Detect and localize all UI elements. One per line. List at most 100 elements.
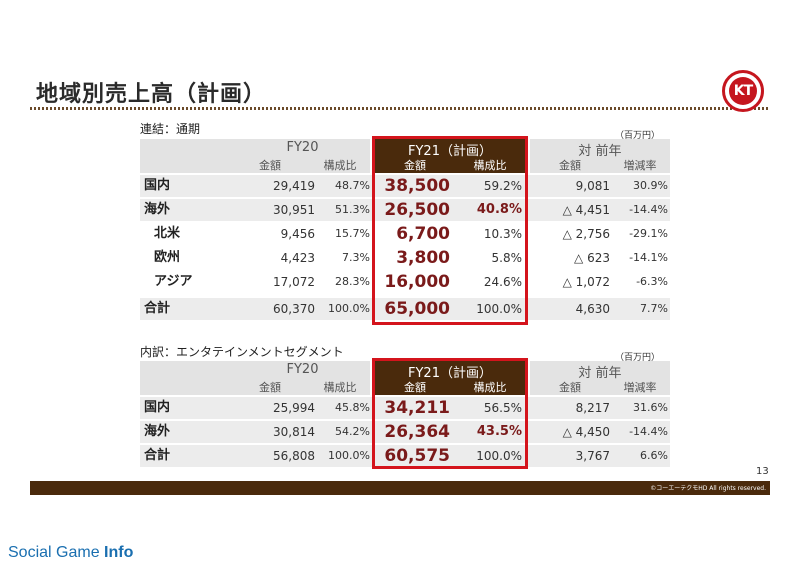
yoy-amount: △ 2,756 [562,227,610,241]
table1-header-fy21-ratio: 構成比 [473,159,507,172]
fy21-ratio: 5.8% [491,251,523,265]
fy21-ratio: 43.5% [476,424,522,439]
yoy-amount: 9,081 [575,179,610,193]
fy21-amount: 16,000 [384,272,450,292]
row-label: 海外 [144,202,171,217]
table2-header-fy21-ratio: 構成比 [473,381,507,394]
table1-header-fy21: FY21（計画） [408,144,492,159]
fy20-ratio: 51.3% [335,203,370,216]
fy20-ratio: 100.0% [328,449,370,462]
fy20-amount: 4,423 [280,251,315,265]
table-row-total: 合計 56,808 100.0% 60,575 100.0% 3,767 6.6… [140,445,670,467]
table2-header-fy20-ratio: 構成比 [323,381,357,394]
fy21-ratio: 59.2% [483,179,522,193]
table2: FY20 金額 構成比 FY21（計画） 金額 構成比 対 前年 金額 増減率 … [140,358,670,469]
table-row-total: 合計 60,370 100.0% 65,000 100.0% 4,630 7.7… [140,298,670,320]
table2-header-yoy-amount: 金額 [559,381,581,394]
table2-header-fy21: FY21（計画） [408,366,492,381]
fy20-amount: 17,072 [273,275,315,289]
watermark-part2: Info [104,544,134,561]
table1-header-yoy: 対 前年 [578,144,622,159]
table-row: 国内 29,419 48.7% 38,500 59.2% 9,081 30.9% [140,175,670,197]
fy20-amount: 9,456 [280,227,315,241]
table2-header-fy20-amount: 金額 [259,381,281,394]
yoy-amount: 3,767 [575,449,610,463]
fy20-amount: 30,814 [273,425,315,439]
fy20-ratio: 15.7% [335,227,370,240]
table-row: 北米 9,456 15.7% 6,700 10.3% △ 2,756 -29.1… [140,223,670,245]
yoy-change: 31.6% [633,401,668,414]
fy20-amount: 56,808 [273,449,315,463]
fy21-ratio: 40.8% [476,202,522,217]
yoy-change: 7.7% [640,302,668,315]
yoy-change: -14.1% [629,251,668,264]
fy20-amount: 60,370 [273,302,315,316]
row-label: 北米 [154,226,181,241]
page-number: 13 [756,466,769,477]
yoy-change: -14.4% [629,425,668,438]
row-label: 合計 [144,448,171,463]
fy21-amount: 3,800 [396,248,450,268]
yoy-change: 30.9% [633,179,668,192]
slide-title: 地域別売上高（計画） [36,82,267,107]
table2-header-fy20: FY20 [286,362,319,377]
table-row: 国内 25,994 45.8% 34,211 56.5% 8,217 31.6% [140,397,670,419]
yoy-change: -14.4% [629,203,668,216]
fy21-amount: 38,500 [384,176,450,196]
row-label: 合計 [144,301,171,316]
table2-header-bg [140,361,370,395]
fy21-amount: 26,364 [384,422,450,442]
yoy-amount: △ 623 [574,251,610,265]
table2-header-yoy: 対 前年 [578,366,622,381]
table-row: 海外 30,814 54.2% 26,364 43.5% △ 4,450 -14… [140,421,670,443]
watermark-part1: Social Game [8,544,105,561]
fy20-ratio: 100.0% [328,302,370,315]
fy21-ratio: 24.6% [483,275,522,289]
fy21-amount: 26,500 [384,200,450,220]
copyright-text: ©コーエーテクモHD All rights reserved. [650,485,766,492]
yoy-amount: △ 1,072 [562,275,610,289]
fy20-ratio: 54.2% [335,425,370,438]
fy21-highlight-box [372,358,528,469]
title-divider [30,107,770,110]
koei-tecmo-logo: KT [722,70,764,112]
fy20-amount: 25,994 [273,401,315,415]
table1-caption: 連結：通期 [140,122,201,136]
logo-text: KT [729,77,757,105]
table1-header-yoy-change: 増減率 [623,159,657,172]
yoy-change: 6.6% [640,449,668,462]
row-label: 海外 [144,424,171,439]
table2-header-yoy-change: 増減率 [623,381,657,394]
table1-header-fy21-amount: 金額 [404,159,426,172]
table1-header-fy20: FY20 [286,140,319,155]
fy21-ratio: 100.0% [476,302,522,316]
fy21-amount: 60,575 [384,446,450,466]
fy21-amount: 34,211 [384,398,450,418]
row-label: 国内 [144,400,171,415]
fy21-ratio: 100.0% [476,449,522,463]
table-row: 海外 30,951 51.3% 26,500 40.8% △ 4,451 -14… [140,199,670,221]
fy21-highlight-box [372,136,528,325]
watermark: Social Game Info [8,544,133,562]
yoy-change: -6.3% [636,275,668,288]
table2-caption: 内訳：エンタテインメントセグメント [140,345,344,359]
fy20-ratio: 28.3% [335,275,370,288]
yoy-amount: △ 4,451 [562,203,610,217]
table1: FY20 金額 構成比 FY21（計画） 金額 構成比 対 前年 金額 増減率 … [140,136,670,329]
table1-unit: （百万円） [615,131,661,141]
row-label: 欧州 [154,250,181,265]
table2-unit: （百万円） [615,353,661,363]
fy21-amount: 65,000 [384,299,450,319]
table1-header-bg [140,139,370,173]
table-row: アジア 17,072 28.3% 16,000 24.6% △ 1,072 -6… [140,271,670,293]
fy21-ratio: 56.5% [483,401,522,415]
table2-header-yoy-bg [530,361,670,395]
row-label: 国内 [144,178,171,193]
footer-bar [30,481,770,495]
yoy-amount: 4,630 [575,302,610,316]
fy20-ratio: 45.8% [335,401,370,414]
table2-header-fy21-bg [375,361,525,395]
fy21-amount: 6,700 [396,224,450,244]
table1-header-yoy-amount: 金額 [559,159,581,172]
table1-header-fy20-ratio: 構成比 [323,159,357,172]
